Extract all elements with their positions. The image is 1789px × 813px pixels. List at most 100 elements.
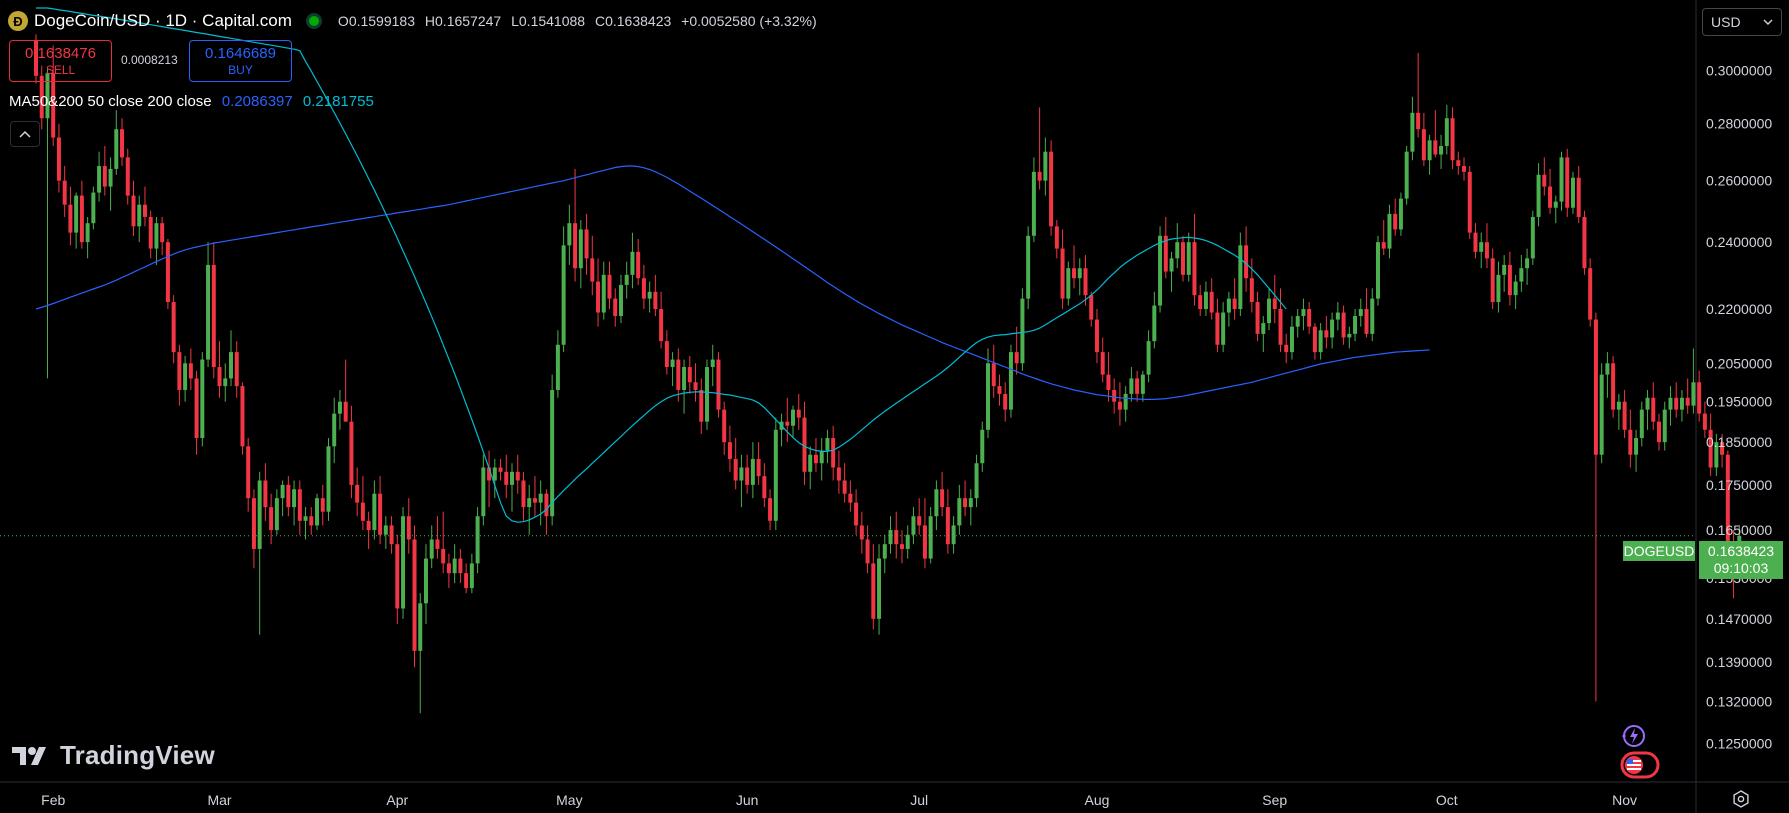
candle-body xyxy=(1634,438,1639,455)
candle-body xyxy=(441,548,446,564)
candle-body xyxy=(1175,242,1180,259)
market-status-icon[interactable] xyxy=(305,13,322,29)
candle-body xyxy=(360,502,365,521)
candle-body xyxy=(997,386,1002,394)
chevron-down-icon xyxy=(1763,19,1773,25)
candle-body xyxy=(1026,235,1031,299)
candle-body xyxy=(383,525,388,535)
candle-body xyxy=(1140,374,1145,394)
price-axis[interactable]: 0.32000000.30000000.28000000.26000000.24… xyxy=(1706,13,1772,751)
candle-body xyxy=(1507,264,1512,296)
candle-body xyxy=(1031,171,1036,236)
currency-select[interactable]: USD xyxy=(1702,8,1782,36)
candle-body xyxy=(573,223,578,269)
high-label: H xyxy=(424,13,436,29)
candle-body xyxy=(492,467,497,481)
spread-value: 0.0008213 xyxy=(121,53,178,67)
candle-body xyxy=(1576,177,1581,217)
price-tick-label: 0.1950000 xyxy=(1706,394,1772,410)
candle-body xyxy=(286,484,291,508)
change-value: +0.0052580 (+3.32%) xyxy=(681,13,817,29)
time-tick-label: Jun xyxy=(736,792,759,808)
candle-body xyxy=(963,498,968,508)
candle-body xyxy=(39,75,44,119)
time-axis[interactable]: Feb Mar Apr May Jun Jul Aug Sep Oct Nov xyxy=(41,792,1637,808)
candle-body xyxy=(1416,112,1421,130)
candle-body xyxy=(142,204,147,217)
time-tick-label: May xyxy=(556,792,582,808)
candle-body xyxy=(1267,298,1272,324)
symbol-title[interactable]: DogeCoin/USD · 1D · Capital.com xyxy=(34,11,292,30)
candle-body xyxy=(200,359,205,439)
candle-body xyxy=(1398,198,1403,230)
candle-body xyxy=(659,309,664,342)
candle-body xyxy=(1467,171,1472,233)
sell-button[interactable]: 0.1638476 SELL xyxy=(9,40,112,82)
candle-body xyxy=(1605,363,1610,375)
ma50-line[interactable] xyxy=(36,7,1287,523)
candle-body xyxy=(125,157,130,196)
current-price-value: 0.1638423 xyxy=(1707,543,1775,559)
collapse-legend-button[interactable] xyxy=(10,121,40,147)
candle-body xyxy=(951,525,956,545)
candle-body xyxy=(217,367,222,387)
candle-body xyxy=(1714,442,1719,468)
candle-body xyxy=(1152,305,1157,342)
candle-body xyxy=(395,544,400,609)
candle-body xyxy=(768,498,773,521)
candle-body xyxy=(1427,140,1432,161)
candle-body xyxy=(1559,157,1564,202)
candle-body xyxy=(1192,242,1197,296)
candle-body xyxy=(1094,319,1099,353)
candle-body xyxy=(1599,374,1604,455)
candle-body xyxy=(1358,309,1363,317)
time-tick-label: Sep xyxy=(1262,792,1287,808)
candle-body xyxy=(911,516,916,535)
candle-body xyxy=(1066,268,1071,299)
candle-body xyxy=(865,539,870,564)
candle-body xyxy=(1375,242,1380,299)
candle-body xyxy=(154,223,159,249)
buy-button[interactable]: 0.1646689 BUY xyxy=(189,40,292,82)
candle-body xyxy=(1657,421,1662,443)
candle-body xyxy=(406,516,411,540)
candle-body xyxy=(704,367,709,422)
candle-body xyxy=(160,223,165,243)
candle-body xyxy=(1456,160,1461,167)
candle-body xyxy=(1720,442,1725,455)
candle-body xyxy=(1330,319,1335,338)
candle-body xyxy=(97,166,102,193)
settings-icon[interactable] xyxy=(1732,790,1750,808)
candle-body xyxy=(1341,312,1346,338)
candle-body xyxy=(1410,112,1415,152)
lightning-icon[interactable] xyxy=(1619,722,1647,750)
candle-body xyxy=(1702,413,1707,430)
candle-body xyxy=(1295,316,1300,327)
candle-body xyxy=(1106,374,1111,390)
candle-body xyxy=(1484,242,1489,259)
current-symbol-tag: DOGEUSD xyxy=(1623,541,1695,561)
ma200-line[interactable] xyxy=(35,165,1430,400)
tradingview-logo[interactable]: TradingView xyxy=(12,740,215,771)
current-price-label: DOGEUSD 0.1638423 09:10:03 xyxy=(1623,541,1783,579)
candle-body xyxy=(1181,242,1185,275)
candle-body xyxy=(544,493,549,517)
candle-body xyxy=(1169,258,1174,272)
price-tick-label: 0.1470000 xyxy=(1706,611,1772,627)
candle-body xyxy=(1502,264,1507,275)
ma50-value: 0.2181755 xyxy=(302,93,374,110)
candle-body xyxy=(91,192,96,224)
candle-body xyxy=(813,454,818,464)
candle-body xyxy=(1100,352,1105,375)
candle-body xyxy=(922,525,927,559)
candle-body xyxy=(1117,401,1122,410)
candle-body xyxy=(274,498,279,531)
candle-body xyxy=(475,516,480,564)
indicator-legend[interactable]: MA50&200 50 close 200 close 0.2086397 0.… xyxy=(9,93,374,110)
us-flag-icon[interactable] xyxy=(1620,751,1660,779)
candle-body xyxy=(1289,326,1294,353)
price-tick-label: 0.1650000 xyxy=(1706,522,1772,538)
candle-body xyxy=(1553,201,1558,208)
candle-body xyxy=(74,195,79,233)
